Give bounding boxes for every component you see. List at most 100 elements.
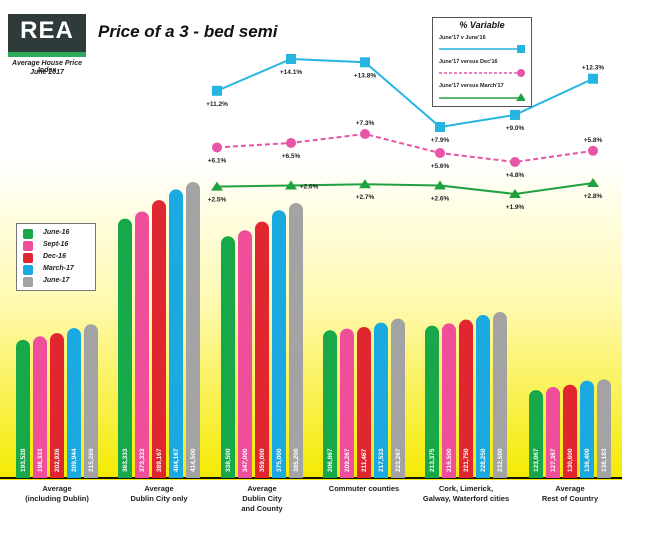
bar-march-17 xyxy=(374,329,388,478)
category-label: Galway, Waterford cities xyxy=(423,494,509,503)
marker-circle xyxy=(510,157,520,167)
bar-value-label: 347,000 xyxy=(242,448,249,472)
bar-june-16 xyxy=(425,332,439,478)
bar-value-label: 223,267 xyxy=(395,448,402,472)
legend-label: June-16 xyxy=(43,229,70,236)
bar-value-label: 193,528 xyxy=(20,448,27,472)
variable-value-label: +12.3% xyxy=(582,65,604,72)
chart-title: Price of a 3 - bed semi xyxy=(98,22,278,41)
variable-legend-title: % Variable xyxy=(459,20,505,30)
bar-value-label: 213,375 xyxy=(429,448,436,472)
bar-dec-16 xyxy=(50,340,64,478)
category-label: and County xyxy=(241,504,283,513)
bar-june-16 xyxy=(529,397,543,478)
logo-subtitle-2: June 2017 xyxy=(30,69,64,76)
variable-value-label: +2.6% xyxy=(431,195,450,202)
legend-label-vs-march: June'17 versus March'17 xyxy=(439,83,504,89)
bar-value-label: 363,333 xyxy=(122,448,129,472)
line-0 xyxy=(216,57,594,129)
bar-june-16 xyxy=(323,337,337,478)
marker-circle xyxy=(286,137,296,148)
variable-value-label: +13.8% xyxy=(354,72,376,79)
legend-line-vs-march xyxy=(439,93,525,101)
bar-march-17 xyxy=(67,335,81,478)
category-label: Average xyxy=(42,484,71,493)
bar-cap xyxy=(580,380,594,395)
bar-cap xyxy=(425,325,439,340)
legend-label-yoy: June'17 v June'16 xyxy=(439,35,486,41)
bar-cap xyxy=(597,379,611,394)
legend-label-vs-dec: June'17 versus Dec'16 xyxy=(439,59,498,65)
bar-cap xyxy=(476,315,490,330)
marker-square xyxy=(360,57,370,68)
bar-cap xyxy=(118,218,132,233)
bar-value-label: 389,167 xyxy=(156,448,163,472)
bar-cap xyxy=(50,333,64,348)
line-2 xyxy=(216,182,594,196)
line-group: +11.2% +14.1% +13.8% +7.9% +9.0% +12.3% +6.1% +… xyxy=(206,54,604,211)
bar-cap xyxy=(152,200,166,215)
bar-dec-16 xyxy=(357,334,371,478)
legend-line-yoy xyxy=(439,45,525,53)
bar-value-label: 221,750 xyxy=(463,448,470,472)
bar-march-17 xyxy=(272,217,286,478)
bar-june-16 xyxy=(118,225,132,478)
bar-dec-16 xyxy=(255,228,269,478)
rea-logo: REA xyxy=(8,14,86,52)
bar-cap xyxy=(442,323,456,338)
variable-value-label: +14.1% xyxy=(280,69,302,76)
bar-value-label: 138,183 xyxy=(601,448,608,472)
bar-value-label: 209,267 xyxy=(344,448,351,472)
bar-june-17 xyxy=(493,318,507,478)
bar-cap xyxy=(529,390,543,405)
marker-triangle xyxy=(509,189,521,198)
bar-cap xyxy=(255,221,269,236)
bar-value-label: 232,500 xyxy=(497,448,504,472)
variable-value-label: +7.3% xyxy=(356,120,375,127)
bar-june-16 xyxy=(16,346,30,478)
bar-june-17 xyxy=(84,331,98,478)
variable-value-label: +6.5% xyxy=(282,153,301,160)
bar-cap xyxy=(135,211,149,226)
variable-value-label: +2.6% xyxy=(300,183,319,190)
bar-sept-16 xyxy=(442,330,456,478)
bar-sept-16 xyxy=(340,335,354,478)
legend-label: Sept-16 xyxy=(43,241,69,248)
marker-square xyxy=(435,122,445,132)
bar-june-17 xyxy=(391,325,405,478)
bar-cap xyxy=(391,318,405,333)
bar-cap xyxy=(67,328,81,343)
bar-value-label: 136,400 xyxy=(584,448,591,472)
legend-line-vs-dec xyxy=(439,69,525,77)
category-label: Dublin City xyxy=(242,494,282,503)
bar-cap xyxy=(563,384,577,399)
line-1 xyxy=(216,132,594,164)
bar-june-17 xyxy=(597,386,611,478)
bar-cap xyxy=(238,230,252,245)
legend-swatch xyxy=(23,265,33,275)
logo-subtitle-1: Average House Price Index xyxy=(11,60,83,74)
category-label: (including Dublin) xyxy=(25,494,89,503)
bar-cap xyxy=(459,319,473,334)
bar-legend: June-16 Sept-16 Dec-16 March-17 June-17 xyxy=(16,223,96,291)
bar-value-label: 215,269 xyxy=(88,448,95,472)
category-label: Average xyxy=(144,484,173,493)
marker-circle xyxy=(212,142,222,153)
marker-triangle xyxy=(285,180,297,190)
bar-value-label: 359,000 xyxy=(259,448,266,472)
bar-june-17 xyxy=(289,209,303,478)
variable-value-label: +5.6% xyxy=(431,163,450,170)
marker-triangle xyxy=(434,180,446,190)
bar-value-label: 127,367 xyxy=(550,448,557,472)
bar-dec-16 xyxy=(459,326,473,478)
bar-value-label: 216,500 xyxy=(446,448,453,472)
marker-triangle xyxy=(211,181,223,191)
marker-square xyxy=(286,54,296,64)
marker-circle xyxy=(588,145,598,156)
bar-dec-16 xyxy=(563,391,577,478)
bar-cap xyxy=(33,336,47,351)
bar-value-label: 375,000 xyxy=(276,448,283,472)
category-label: Commuter counties xyxy=(329,484,399,493)
bar-value-label: 385,200 xyxy=(293,448,300,472)
